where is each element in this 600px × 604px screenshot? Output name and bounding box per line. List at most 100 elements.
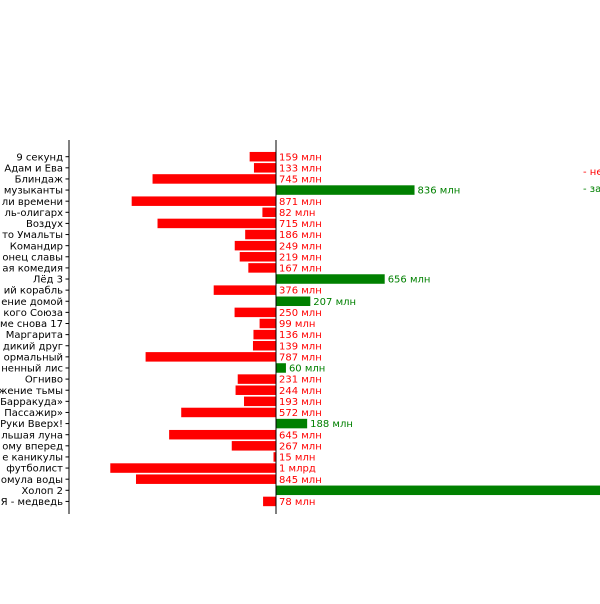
bar [249, 151, 276, 162]
value-label: 645 млн [279, 430, 322, 441]
category-label: Руки Вверх! [0, 419, 63, 430]
bar [213, 285, 276, 295]
bar [252, 340, 276, 351]
category-label: ль-олигарх [4, 208, 63, 219]
bar [276, 185, 415, 195]
bar [253, 163, 276, 173]
bar [152, 174, 276, 184]
category-label: кого Союза [3, 308, 63, 319]
bar [135, 474, 276, 484]
category-label: дикий друг [3, 341, 63, 352]
category-label: Огниво [25, 375, 63, 386]
value-label: 836 млн [418, 186, 461, 197]
value-label: 267 млн [279, 441, 322, 452]
bar [234, 307, 276, 318]
bar [110, 463, 276, 473]
value-label: 193 млн [279, 397, 322, 408]
category-label: е каникулы [2, 453, 63, 464]
value-label: 845 млн [279, 475, 322, 486]
category-label: музыканты [4, 186, 63, 197]
bar [248, 263, 276, 273]
bar [237, 374, 276, 384]
category-label: то Умальты [2, 230, 63, 241]
bar [276, 485, 600, 496]
bar [276, 296, 311, 307]
category-label: жение тьмы [0, 386, 63, 397]
value-label: 82 млн [279, 208, 315, 219]
bar [181, 407, 276, 418]
value-label: 871 млн [279, 197, 322, 208]
bar [235, 385, 276, 395]
category-label: футболист [6, 464, 63, 475]
legend-entry: - не [583, 167, 600, 178]
category-label: льшая луна [1, 430, 63, 441]
axis-layer [65, 140, 277, 514]
value-label: 60 млн [289, 364, 325, 375]
category-label: ение домой [1, 297, 63, 308]
category-label: омула воды [1, 475, 63, 486]
value-label: 656 млн [388, 275, 431, 286]
bar [259, 318, 276, 329]
category-label: ли времени [2, 197, 63, 208]
bar [169, 429, 276, 440]
category-label: Маргарита [6, 330, 63, 341]
value-label: 219 млн [279, 252, 322, 263]
value-label: 139 млн [279, 341, 322, 352]
value-label: 133 млн [279, 163, 322, 174]
bar [262, 207, 276, 218]
value-label: 745 млн [279, 175, 322, 186]
category-label: Холоп 2 [21, 486, 63, 497]
bar [244, 396, 276, 407]
category-label: Лёд 3 [33, 275, 63, 286]
bar [234, 240, 276, 251]
bar [273, 452, 276, 462]
value-label: 188 млн [310, 419, 353, 430]
bars-layer [110, 151, 600, 507]
category-label: ому вперед [2, 441, 63, 452]
category-label: Командир [10, 241, 63, 252]
bar [239, 252, 276, 262]
category-label: ненный лис [1, 364, 63, 375]
value-label: 250 млн [279, 308, 322, 319]
category-label: Пассажир» [4, 408, 63, 419]
bar [131, 196, 276, 206]
value-label: 376 млн [279, 286, 322, 297]
bar [276, 418, 308, 429]
value-label: 167 млн [279, 264, 322, 275]
bar [231, 441, 276, 451]
value-label: 572 млн [279, 408, 322, 419]
value-label: 15 млн [279, 453, 315, 464]
value-label: 231 млн [279, 375, 322, 386]
category-label: ормальный [4, 352, 63, 363]
bar [157, 218, 276, 229]
category-label: Блиндаж [15, 175, 63, 186]
labels-layer: 9 секунд 159 млн Адам и Ева 133 млн Блиндаж 7… [0, 152, 460, 508]
value-label: 715 млн [279, 219, 322, 230]
category-label: ая комедия [2, 264, 63, 275]
value-label: 787 млн [279, 352, 322, 363]
value-label: 159 млн [279, 152, 322, 163]
value-label: 249 млн [279, 241, 322, 252]
legend-entry: - за [583, 184, 600, 195]
category-label: 9 секунд [16, 152, 63, 163]
category-label: Барракуда» [0, 397, 63, 408]
category-label: Воздух [26, 219, 63, 230]
bar [245, 229, 276, 240]
value-label: 78 млн [279, 497, 315, 508]
category-label: ме снова 17 [0, 319, 63, 330]
category-label: Я - медведь [1, 497, 63, 508]
value-label: 244 млн [279, 386, 322, 397]
value-label: 136 млн [279, 330, 322, 341]
category-label: Адам и Ева [4, 163, 63, 174]
legend: - не - за [583, 167, 600, 195]
value-label: 186 млн [279, 230, 322, 241]
value-label: 207 млн [313, 297, 356, 308]
bar [263, 496, 276, 507]
bar [276, 274, 385, 284]
bar [276, 363, 286, 373]
category-label: ий корабль [4, 286, 63, 297]
category-label: онец славы [2, 252, 63, 263]
bar [145, 352, 276, 362]
